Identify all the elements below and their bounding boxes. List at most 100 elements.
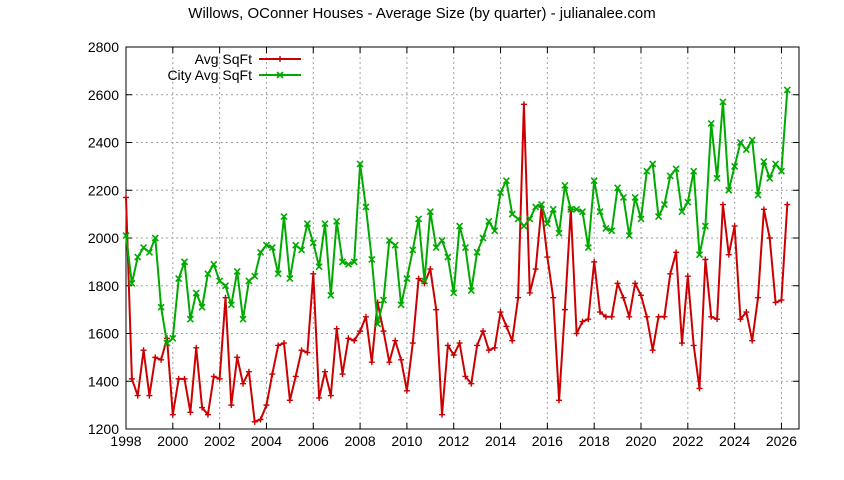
data-point <box>227 301 235 309</box>
data-point <box>608 313 615 320</box>
data-point <box>561 306 568 313</box>
data-point <box>292 373 299 380</box>
data-point <box>310 270 317 277</box>
data-point <box>731 223 738 230</box>
data-point <box>520 222 528 230</box>
legend-marker <box>276 71 284 79</box>
data-point <box>754 191 762 199</box>
data-point <box>438 236 446 244</box>
data-point <box>158 356 165 363</box>
data-point <box>573 205 581 213</box>
data-point <box>134 253 142 261</box>
data-point <box>351 337 358 344</box>
data-point <box>649 160 657 168</box>
data-point <box>619 193 628 201</box>
data-point <box>474 342 481 349</box>
series-layer <box>122 86 791 425</box>
x-tick-label: 2004 <box>251 433 282 449</box>
data-point <box>251 272 259 280</box>
data-point <box>515 294 522 301</box>
data-point <box>637 215 645 223</box>
data-point <box>309 239 317 247</box>
data-point <box>228 402 235 409</box>
data-point <box>128 375 135 382</box>
y-tick-label: 2800 <box>88 39 119 55</box>
x-tick-label: 2020 <box>625 433 656 449</box>
data-point <box>316 394 323 401</box>
data-point <box>526 215 534 223</box>
data-point <box>696 385 703 392</box>
data-point <box>591 258 598 265</box>
data-point <box>684 273 691 280</box>
data-point <box>233 267 241 275</box>
data-point <box>304 349 311 356</box>
y-tick-label: 1200 <box>88 421 119 437</box>
data-point <box>199 404 206 411</box>
data-point <box>356 160 364 168</box>
data-point <box>450 351 457 358</box>
data-point <box>550 294 557 301</box>
data-point <box>409 246 417 254</box>
data-point <box>544 254 551 261</box>
axis-ticks: 1200 1400 1600 1800 2000 2200 2400 2600 2800 1998… <box>88 39 799 449</box>
data-point <box>403 275 411 283</box>
x-tick-label: 2026 <box>766 433 797 449</box>
data-point <box>666 172 674 180</box>
data-point <box>468 380 475 387</box>
data-point <box>743 309 750 316</box>
data-point <box>292 241 300 249</box>
data-point <box>450 289 458 297</box>
data-point <box>555 229 563 237</box>
y-tick-label: 1800 <box>88 278 119 294</box>
data-point <box>151 234 159 242</box>
data-point <box>461 243 469 252</box>
data-point <box>713 174 721 182</box>
data-point <box>467 286 475 295</box>
data-point <box>379 296 388 304</box>
data-point <box>240 380 247 387</box>
x-tick-label: 2024 <box>719 433 750 449</box>
data-point <box>315 263 323 271</box>
y-tick-label: 1400 <box>88 373 119 389</box>
data-point <box>708 313 715 320</box>
data-point <box>702 256 709 263</box>
data-point <box>590 177 598 185</box>
data-point <box>714 316 721 323</box>
data-point <box>777 167 786 175</box>
x-tick-label: 1998 <box>110 433 141 449</box>
data-point <box>398 356 405 363</box>
data-point <box>321 220 329 228</box>
data-point <box>210 260 218 268</box>
data-point <box>573 330 580 337</box>
data-point <box>579 318 586 325</box>
series-line <box>125 89 789 345</box>
data-point <box>216 277 224 285</box>
data-point <box>678 340 685 347</box>
data-point <box>631 193 639 201</box>
data-point <box>502 177 510 185</box>
data-point <box>362 203 370 211</box>
data-point <box>426 208 434 216</box>
x-tick-label: 2002 <box>204 433 235 449</box>
data-point <box>433 306 440 313</box>
data-point <box>567 205 575 213</box>
data-point <box>625 232 633 240</box>
data-point <box>397 301 405 309</box>
y-tick-label: 2200 <box>88 182 119 198</box>
legend-label: City Avg SqFt <box>167 67 252 83</box>
data-point <box>403 387 410 394</box>
data-point <box>632 280 639 287</box>
data-point <box>509 337 516 344</box>
data-point <box>222 294 229 301</box>
data-point <box>479 234 487 242</box>
data-point <box>280 212 288 221</box>
data-point <box>286 397 293 404</box>
data-point <box>128 279 136 287</box>
x-tick-label: 2012 <box>438 433 469 449</box>
data-point <box>245 277 253 285</box>
data-point <box>327 291 335 299</box>
data-point <box>719 98 727 106</box>
data-point <box>614 184 622 192</box>
